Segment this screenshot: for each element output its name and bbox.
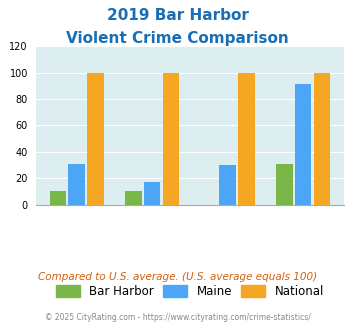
Bar (276, 164, 293, 205)
Text: Compared to U.S. average. (U.S. average equals 100): Compared to U.S. average. (U.S. average … (38, 272, 317, 282)
Bar (69, 164, 85, 205)
Text: © 2025 CityRating.com - https://www.cityrating.com/crime-statistics/: © 2025 CityRating.com - https://www.city… (45, 314, 310, 322)
Bar (219, 165, 236, 205)
Bar (50, 191, 66, 205)
Text: Violent Crime Comparison: Violent Crime Comparison (66, 31, 289, 46)
Bar (125, 191, 142, 205)
Text: 2019 Bar Harbor: 2019 Bar Harbor (106, 8, 248, 23)
Bar (87, 73, 104, 205)
Bar (314, 73, 330, 205)
Legend: Bar Harbor, Maine, National: Bar Harbor, Maine, National (51, 280, 328, 303)
Bar (238, 73, 255, 205)
Bar (144, 182, 160, 205)
Bar (163, 73, 179, 205)
Bar (295, 84, 311, 205)
